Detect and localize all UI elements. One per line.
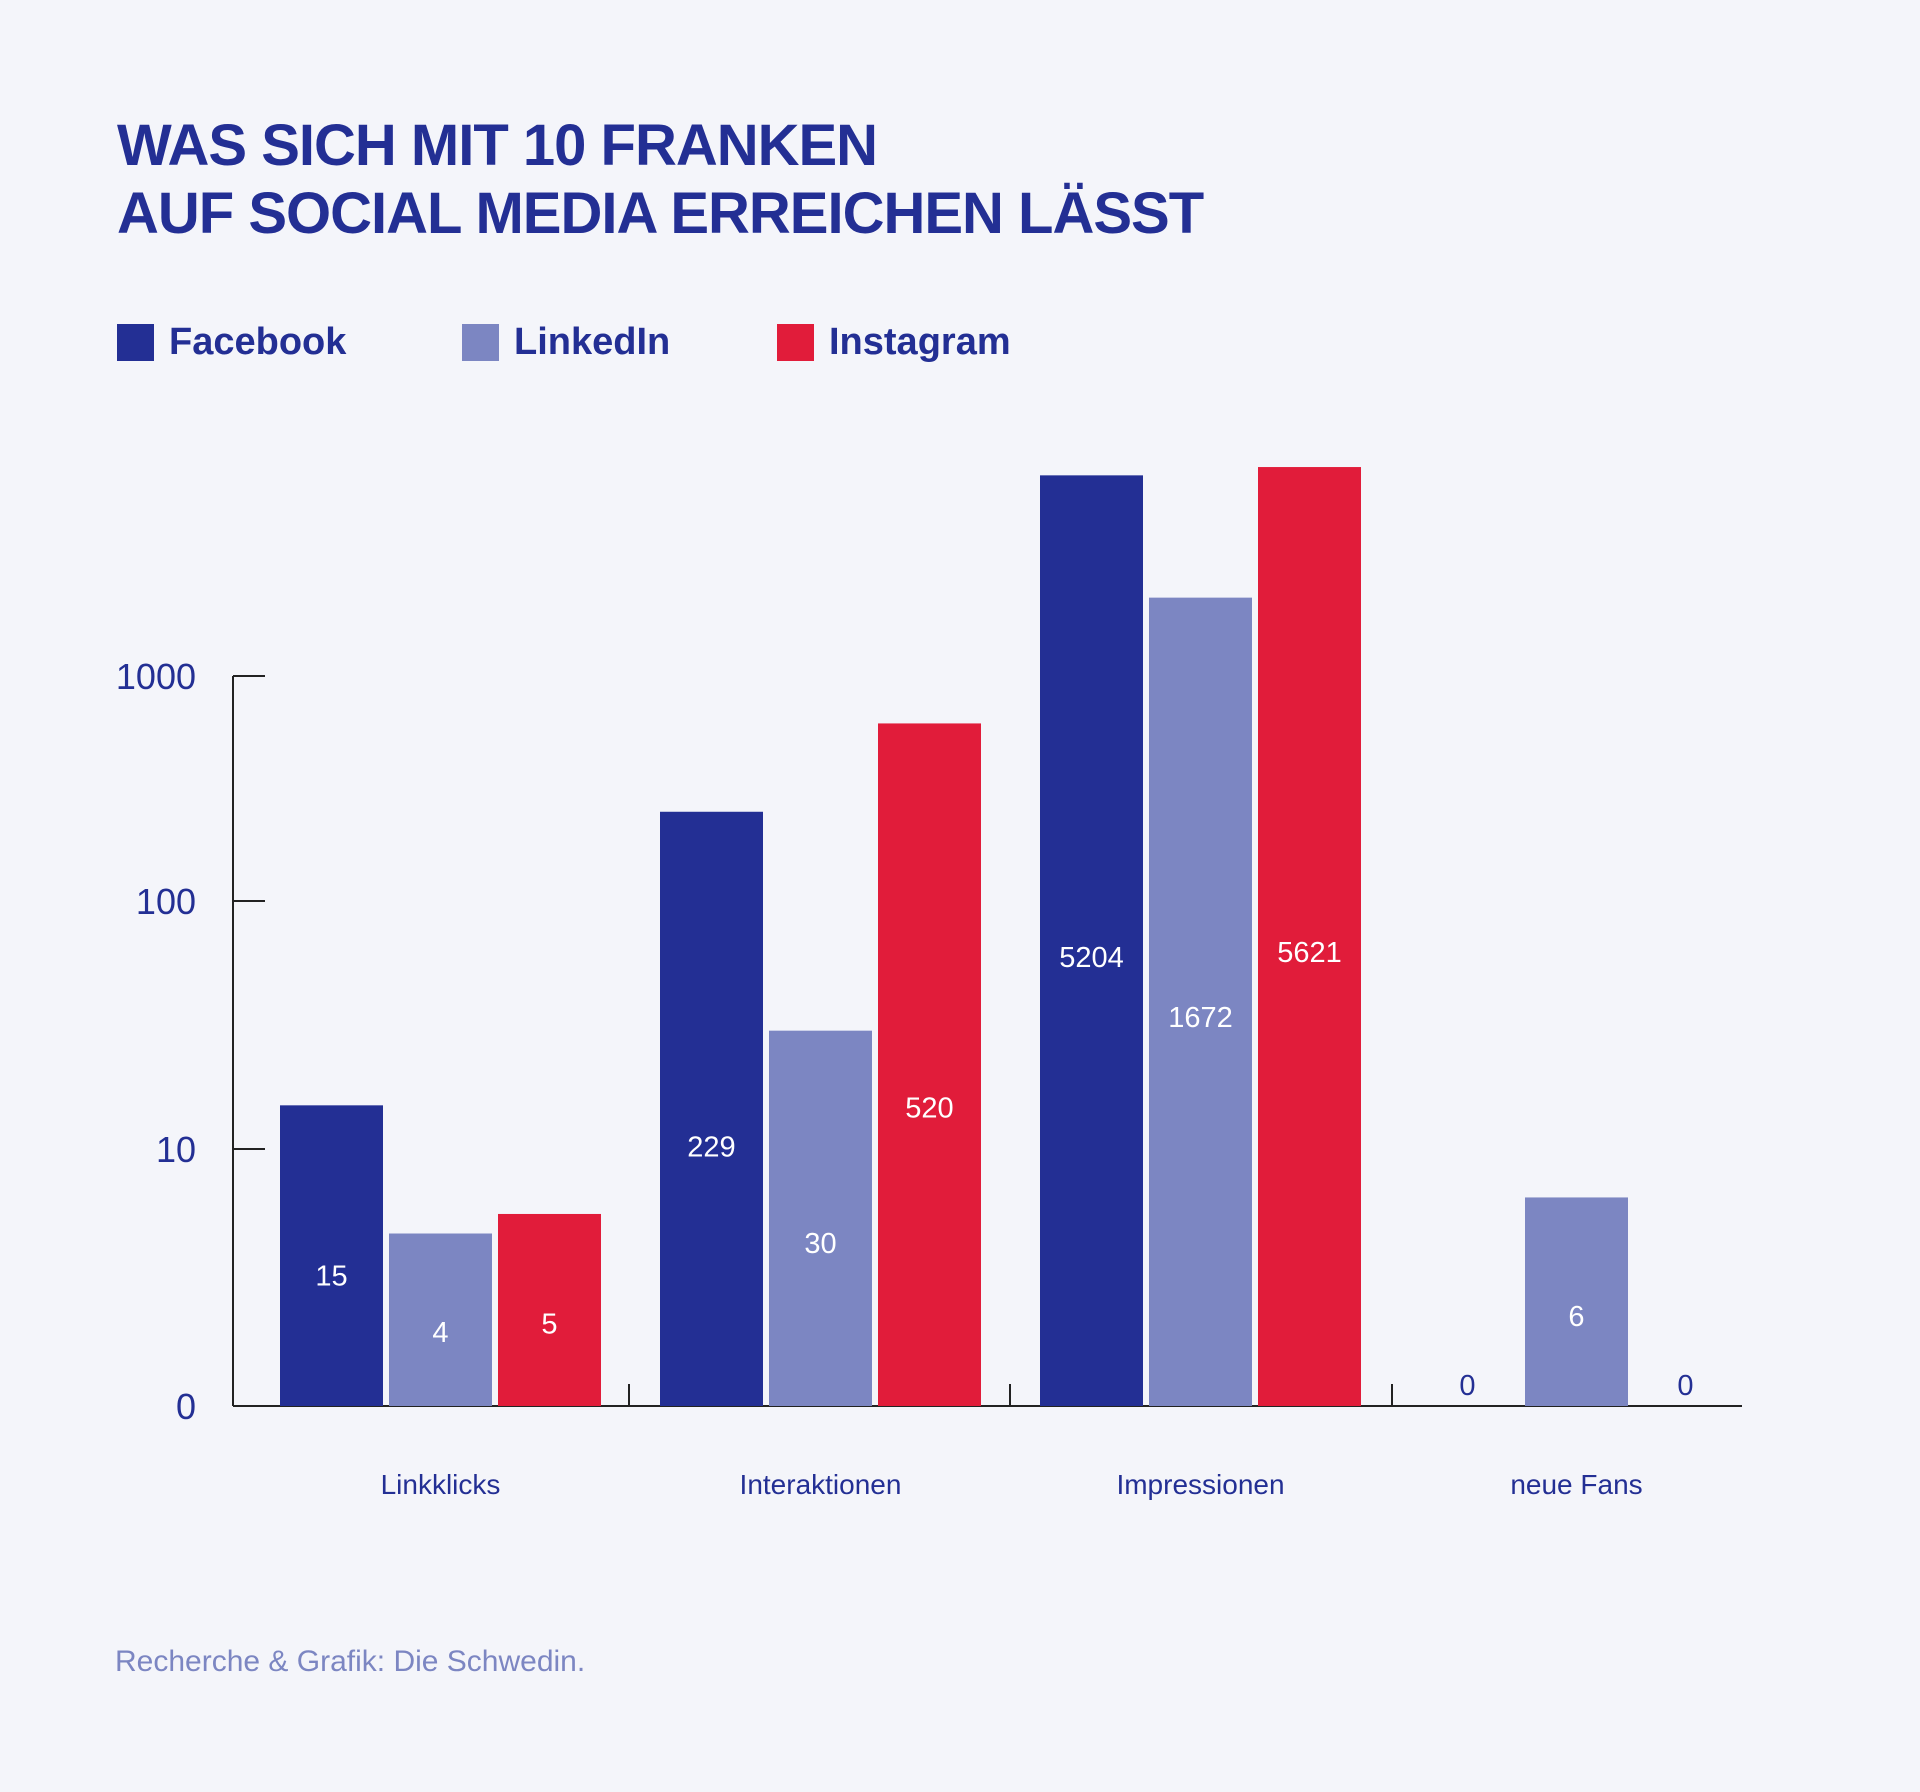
data-label-facebook-interaktionen: 229 [687, 1132, 735, 1164]
legend-swatch-linkedin [462, 323, 499, 361]
data-label-facebook-impressionen: 5204 [1059, 942, 1124, 974]
y-tick-label-10: 10 [156, 1129, 196, 1170]
legend-label-facebook: Facebook [169, 321, 347, 363]
data-label-instagram-neue-fans: 0 [1677, 1370, 1693, 1402]
data-label-instagram-impressionen: 5621 [1277, 937, 1342, 969]
data-label-linkedin-impressionen: 1672 [1168, 1002, 1233, 1034]
data-label-linkedin-neue-fans: 6 [1568, 1301, 1584, 1333]
bar-facebook-interaktionen [660, 811, 763, 1406]
bar-facebook-linkklicks [280, 1105, 383, 1406]
legend-label-linkedin: LinkedIn [514, 321, 671, 363]
legend-item-facebook: Facebook [117, 320, 346, 364]
chart-title-line-2: AUF SOCIAL MEDIA ERREICHEN LÄSST [117, 181, 1204, 246]
legend-swatch-instagram [777, 323, 814, 361]
source-note: Recherche & Grafik: Die Schwedin. [115, 1645, 586, 1678]
bar-chart: 0 10 100 1000 15 4 5 229 30 520 5204 1672 5621 0 6 0 Lin… [116, 467, 1742, 1500]
y-tick-label-0: 0 [176, 1386, 196, 1427]
legend-label-instagram: Instagram [829, 321, 1011, 363]
data-label-instagram-linkklicks: 5 [541, 1309, 557, 1341]
y-tick-label-1000: 1000 [116, 656, 196, 697]
y-tick-label-100: 100 [136, 881, 196, 922]
bar-instagram-linkklicks [498, 1213, 601, 1406]
bar-linkedin-impressionen [1149, 597, 1252, 1406]
data-label-facebook-linkklicks: 15 [315, 1261, 347, 1293]
legend-swatch-facebook [117, 323, 154, 361]
legend-item-linkedin: LinkedIn [462, 320, 670, 364]
bar-instagram-interaktionen [878, 723, 981, 1406]
bar-linkedin-neue-fans [1525, 1197, 1628, 1406]
data-label-instagram-interaktionen: 520 [905, 1093, 953, 1125]
x-category-label-impressionen: Impressionen [1116, 1469, 1284, 1500]
data-label-linkedin-interaktionen: 30 [804, 1228, 836, 1260]
legend-item-instagram: Instagram [777, 320, 1011, 364]
bar-facebook-impressionen [1040, 475, 1143, 1406]
chart-title-line-1: WAS SICH MIT 10 FRANKEN [117, 113, 878, 178]
x-category-label-interaktionen: Interaktionen [740, 1469, 902, 1500]
bar-linkedin-linkklicks [389, 1233, 492, 1406]
bar-instagram-impressionen [1258, 467, 1361, 1406]
bar-linkedin-interaktionen [769, 1030, 872, 1406]
chart-title: WAS SICH MIT 10 FRANKEN AUF SOCIAL MEDIA… [117, 112, 1204, 248]
data-label-linkedin-linkklicks: 4 [432, 1317, 448, 1349]
x-category-label-neue-fans: neue Fans [1510, 1469, 1642, 1500]
data-label-facebook-neue-fans: 0 [1459, 1370, 1475, 1402]
x-category-label-linkklicks: Linkklicks [381, 1469, 501, 1500]
